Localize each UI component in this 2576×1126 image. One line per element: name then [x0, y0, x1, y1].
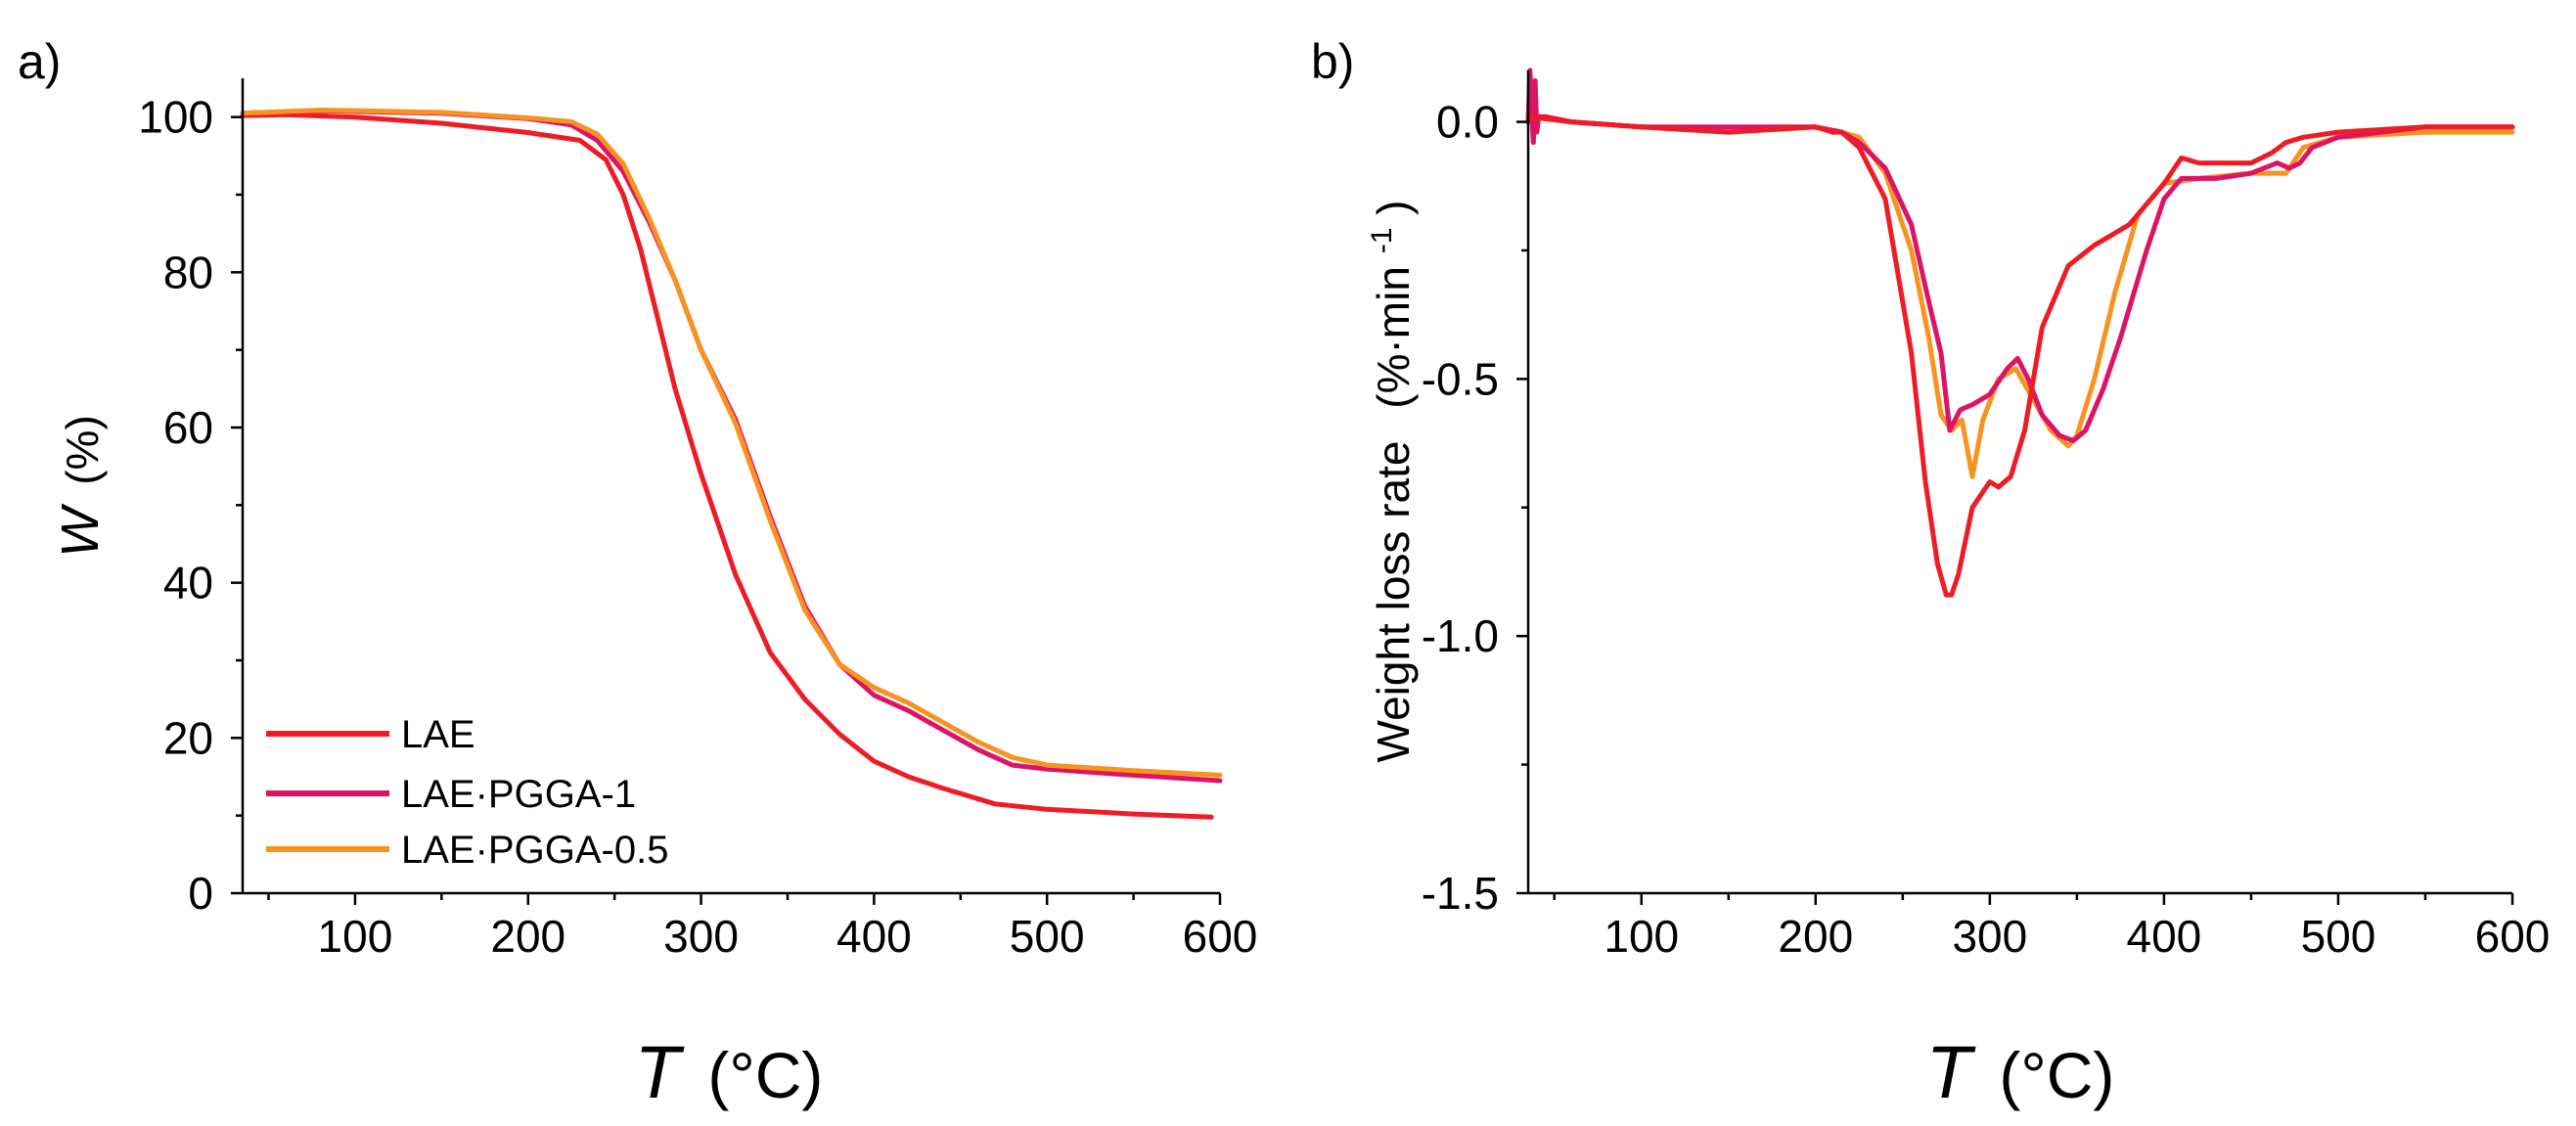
panel-b-x-tick-label: 300: [1952, 911, 2027, 962]
panel-a-y-tick-label: 100: [138, 92, 213, 143]
panel-b-series-lae-pgga-1: [1525, 68, 2515, 443]
panel-a-y-unit: (%): [57, 415, 108, 485]
panel-b-series-lae-pgga-0-5: [1525, 113, 2515, 479]
panel-b-x-tick-label: 100: [1604, 911, 1679, 962]
panel-a-label: a): [18, 34, 61, 89]
panel-a-x-tick-label: 400: [836, 911, 912, 962]
panel-a-x-tick-label: 300: [663, 911, 739, 962]
svg-text:W (%): W (%): [51, 415, 110, 558]
panel-b: b) 100 200 300 400 500 600 0.0 -0.5 -1.0 -1.5 Wei…: [1311, 34, 2550, 1114]
panel-a-ticks: 100 200 300 400 500 600 0 20 40 60 80 100: [138, 92, 1257, 962]
panel-b-y-tick-label: -0.5: [1422, 353, 1499, 404]
panel-a-y-tick-label: 60: [163, 402, 213, 453]
legend-label-lae: LAE: [401, 713, 475, 756]
panel-b-y-tick-label: -1.5: [1422, 868, 1499, 919]
panel-b-y-unit: (%·min: [1368, 266, 1419, 409]
panel-b-y-label: Weight loss rate: [1368, 441, 1419, 763]
panel-a-x-unit: (°C): [707, 1039, 823, 1111]
panel-a-x-title: T (°C): [635, 1031, 824, 1114]
panel-a-series-lae: [240, 112, 1214, 820]
panel-b-label: b): [1311, 34, 1354, 89]
panel-a-y-tick-label: 40: [163, 558, 213, 608]
panel-b-x-tick-label: 500: [2301, 911, 2376, 962]
panel-b-y-title: Weight loss rate (%·min -1 ): [1350, 201, 1419, 763]
panel-b-series-lae: [1525, 113, 2515, 598]
panel-a-series-lae-pgga-1: [240, 108, 1223, 784]
panel-a-series-group: [240, 108, 1223, 820]
panel-a-y-tick-label: 0: [188, 868, 213, 919]
panel-a-y-symbol: W: [51, 503, 110, 558]
panel-b-y-tick-label: -1.0: [1422, 610, 1499, 661]
panel-a-x-tick-label: 100: [318, 911, 393, 962]
panel-b-x-symbol: T: [1926, 1031, 1976, 1114]
panel-b-ticks: 100 200 300 400 500 600 0.0 -0.5 -1.0 -1.5: [1422, 97, 2551, 962]
panel-a-legend: LAE LAE·PGGA-1 LAE·PGGA-0.5: [266, 713, 668, 872]
legend-label-lae-pgga-1: LAE·PGGA-1: [401, 773, 636, 816]
panel-a-x-tick-label: 600: [1183, 911, 1258, 962]
panel-a-x-tick-label: 500: [1010, 911, 1085, 962]
panel-b-x-tick-label: 400: [2127, 911, 2202, 962]
panel-b-x-tick-label: 200: [1778, 911, 1853, 962]
panel-a-y-tick-label: 80: [163, 247, 213, 297]
panel-a-y-title: W (%): [51, 415, 110, 558]
panel-b-y-tick-label: 0.0: [1436, 97, 1499, 148]
panel-b-y-unit-sup: -1: [1366, 228, 1398, 254]
panel-a-series-lae-pgga-0-5: [240, 108, 1223, 778]
panel-b-x-tick-label: 600: [2475, 911, 2551, 962]
panel-a-x-symbol: T: [635, 1031, 685, 1114]
panel-a-y-tick-label: 20: [163, 712, 213, 763]
panel-b-x-title: T (°C): [1926, 1031, 2115, 1114]
legend-label-lae-pgga-0-5: LAE·PGGA-0.5: [401, 829, 668, 872]
panel-b-x-unit: (°C): [1999, 1039, 2114, 1111]
svg-text:Weight loss rate (%·mi: Weight loss rate (%·min -1 ): [1350, 201, 1419, 763]
panel-b-series-group: [1525, 68, 2515, 598]
panel-b-y-unit-close: ): [1368, 201, 1419, 215]
panel-a-x-tick-label: 200: [490, 911, 565, 962]
